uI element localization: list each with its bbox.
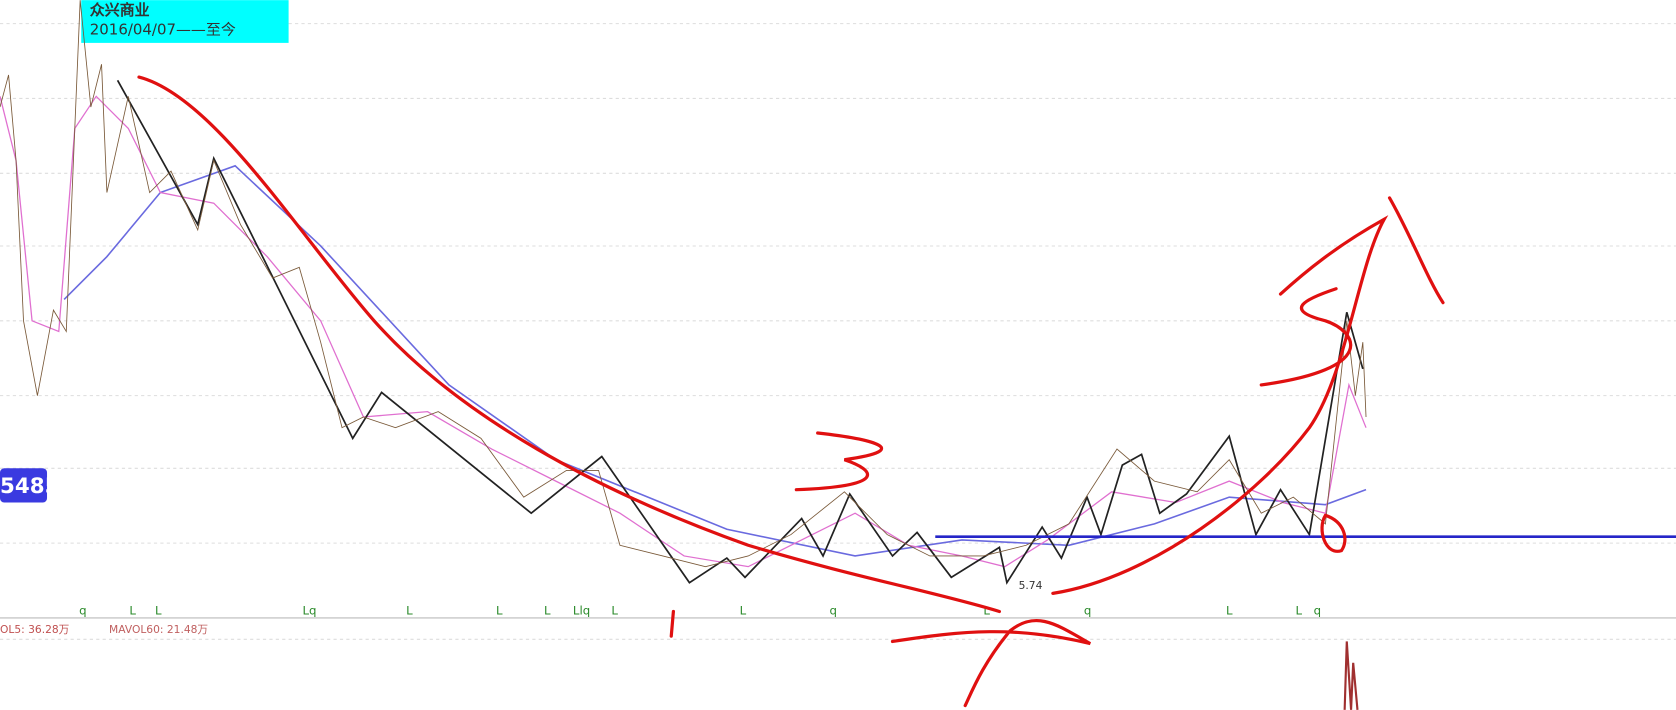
price-zigzag (116, 79, 1364, 585)
title-box (81, 0, 289, 43)
marker: L (1295, 604, 1302, 618)
marker: Lq (302, 604, 316, 618)
marker: q (1084, 604, 1091, 618)
marker: q (79, 604, 86, 618)
marker: L (406, 604, 413, 618)
marker: L (544, 604, 551, 618)
marker: L (129, 604, 136, 618)
ma-long (63, 164, 1367, 557)
volume-spike (1343, 641, 1359, 710)
marker: L (1226, 604, 1233, 618)
low-label: 5.74 (1019, 579, 1043, 592)
marker: L (983, 604, 990, 618)
price-tag (0, 468, 48, 503)
marker: L (496, 604, 503, 618)
price-noise (0, 0, 1367, 568)
marker: L (740, 604, 747, 618)
ma-short (0, 95, 1367, 568)
hand-annotations (137, 75, 1445, 708)
price-label: 5485 (0, 474, 59, 499)
marker: q (829, 604, 836, 618)
marker: L (155, 604, 162, 618)
mavol5: OL5: 36.28万 (0, 623, 69, 636)
grid (0, 23, 1676, 640)
mavol60: MAVOL60: 21.48万 (109, 623, 208, 636)
marker: q (1314, 604, 1321, 618)
title: 众兴商业 (90, 1, 150, 19)
marker: Llq (573, 604, 590, 618)
period: 2016/04/07——至今 (90, 20, 236, 38)
marker: L (611, 604, 618, 618)
